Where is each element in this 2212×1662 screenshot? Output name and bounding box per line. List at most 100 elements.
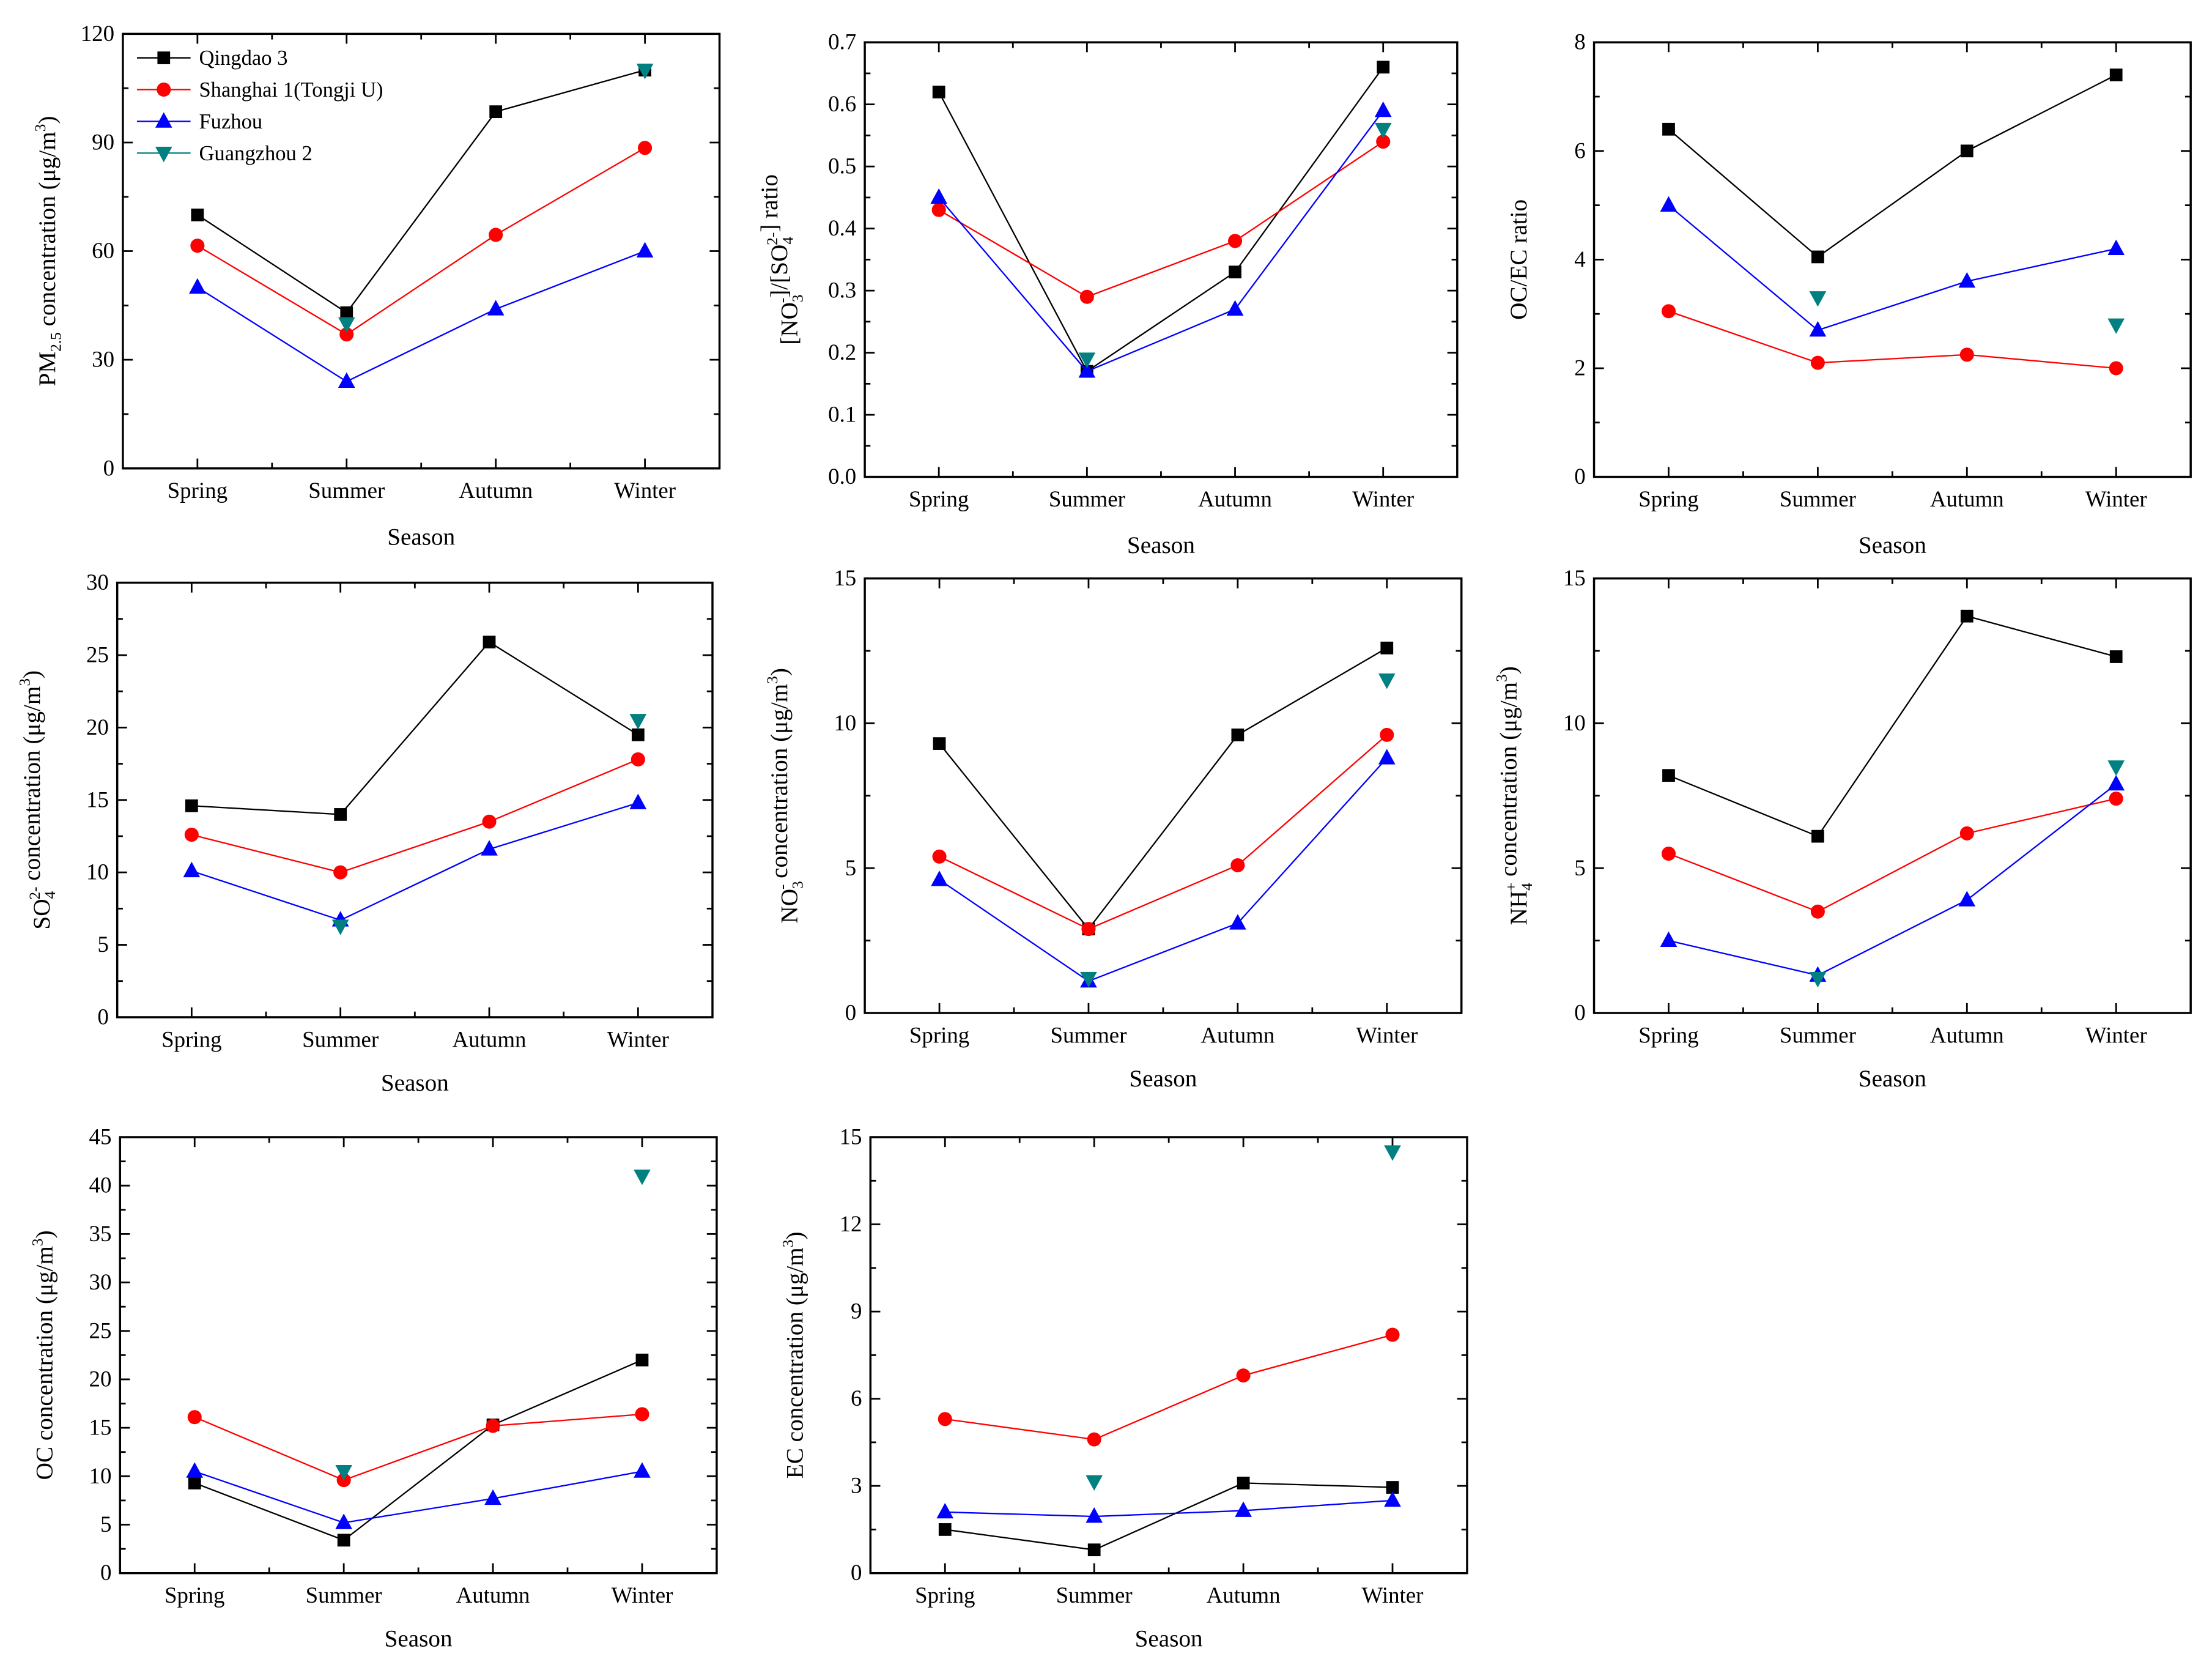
x-axis-title: Season [1135,1626,1203,1652]
y-tick-label: 2 [1574,355,1585,380]
x-tick-label: Autumn [453,1026,527,1052]
y-tick-label: 0.7 [828,29,856,54]
series-guangzhou-2 [331,714,647,935]
y-axis-title-part: OC/EC ratio [1506,199,1532,320]
y-axis-title-part: ) [766,668,793,676]
plot-frame [119,1136,718,1575]
data-point [931,202,946,217]
series-line [945,1499,1393,1518]
data-point [932,86,945,98]
series-fuzhou [189,242,654,388]
series-qingdao-3 [932,61,1390,378]
plot-frame [869,1136,1468,1575]
y-tick-label: 120 [81,21,114,46]
x-axis-title: Season [1129,1066,1197,1092]
data-point [1087,1543,1101,1557]
y-axis-title-part: 3 [764,676,781,684]
y-tick-label: 30 [86,569,109,595]
data-point [489,105,503,119]
data-point [1809,321,1827,337]
data-point [482,814,497,829]
x-tick-label: Autumn [459,478,533,503]
data-point [1660,931,1677,948]
data-point [2107,239,2125,256]
data-point [335,1513,352,1529]
series-fuzhou [931,749,1396,988]
data-point [486,1419,500,1433]
data-point [1229,914,1246,930]
data-point [340,306,353,319]
data-point [1959,826,1974,840]
y-axis-title-part: 2.5 [47,332,64,352]
y-tick-label: 0 [97,1004,108,1029]
y-tick-label: 5 [845,855,856,880]
y-tick-label: 0.0 [828,464,856,489]
y-tick-label: 40 [89,1173,112,1198]
data-point [1380,641,1394,655]
chart-panel-1: 0 30 60 90 120 Spring Summer Autumn Winter Season… [32,21,721,550]
y-tick-label: 0.4 [828,215,856,240]
series-fuzhou [936,1491,1401,1523]
legend-marker [155,112,172,128]
series-guangzhou-2 [1809,291,2125,334]
series-fuzhou [1660,196,2125,337]
x-tick-label: Autumn [1198,486,1272,511]
legend-marker [155,146,172,163]
x-tick-label: Summer [1780,1022,1856,1047]
y-axis-title-part: 2- [26,887,43,900]
y-tick-label: 15 [834,565,856,590]
data-point [1662,122,1675,136]
y-tick-label: 0 [851,1560,862,1585]
y-tick-label: 15 [86,787,109,812]
x-axis-title: Season [1859,1066,1926,1092]
data-point [634,1462,651,1478]
y-axis-title-part: concentration (μg/m [34,132,61,332]
y-axis-title: OC concentration (μg/m3) [29,1230,57,1480]
series-fuzhou [930,101,1392,378]
series-line [191,641,638,815]
y-tick-label: 25 [86,642,109,667]
data-point [2107,318,2125,334]
y-tick-label: 45 [89,1124,112,1149]
x-tick-label: Spring [909,486,969,511]
x-axis-title: Season [387,524,455,550]
data-point [1237,1477,1250,1489]
series-qingdao-3 [1662,69,2123,264]
y-tick-label: 25 [89,1318,112,1343]
data-point [1081,922,1096,937]
chart-panel-3: 0 2 4 6 8 Spring Summer Autumn Winter Season OC/EC… [1506,29,2192,558]
x-tick-label: Spring [1638,1022,1698,1047]
series-line [194,1359,643,1541]
data-point [335,1465,352,1481]
y-tick-label: 0.3 [828,278,856,303]
data-point [1231,729,1245,741]
y-axis-title-part: 2- [764,232,781,245]
y-axis-title-part: OC concentration (μg/m [32,1246,58,1480]
x-tick-label: Summer [306,1582,382,1608]
data-point [339,327,354,342]
x-tick-label: Summer [1780,486,1856,511]
data-point [938,1523,952,1536]
y-tick-label: 6 [1574,138,1585,163]
x-tick-label: Winter [607,1026,669,1052]
data-point [635,1407,649,1422]
plot-frame [1592,41,2192,478]
series-guangzhou-2 [335,1169,651,1481]
data-point [1226,300,1244,316]
series-line [197,250,645,382]
data-point [333,865,348,880]
data-point [1959,347,1974,362]
y-axis-title-part: 3 [1493,674,1511,682]
x-tick-label: Winter [614,478,676,503]
series-shanghai-1-tongji-u- [1661,304,2123,376]
data-point [1087,1432,1101,1447]
series-fuzhou [1660,774,2125,982]
legend-label: Shanghai 1(Tongji U) [199,78,383,102]
data-point [1661,304,1676,319]
plot-frame [864,41,1459,478]
legend-label: Fuzhou [199,110,262,133]
y-axis-title: OC/EC ratio [1506,199,1532,320]
series-line [1668,783,2117,976]
x-tick-label: Autumn [1930,1022,2004,1047]
y-axis-title-part: PM [34,352,61,387]
